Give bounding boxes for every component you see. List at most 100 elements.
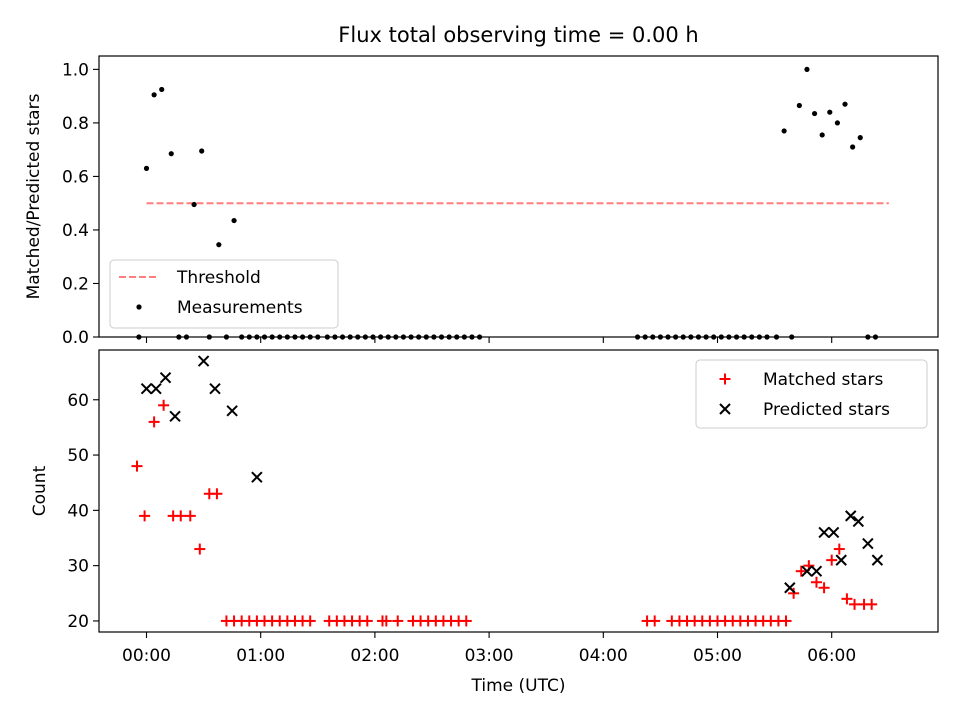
bottom-legend: Matched stars Predicted stars (695, 359, 928, 429)
predicted-star-point (159, 371, 172, 384)
matched-star-point (304, 615, 316, 627)
bottom-x-axis: 00:00 01:00 02:00 03:00 04:00 05:00 06:00 (122, 632, 856, 666)
measurement-point (299, 334, 306, 340)
measurement-point (454, 334, 460, 340)
predicted-star-point (862, 537, 874, 550)
matched-stars-points (131, 399, 878, 627)
measurement-point (834, 120, 841, 126)
x-tick-label: 02:00 (350, 646, 399, 666)
measurement-point (216, 242, 222, 248)
predicted-star-point (226, 405, 238, 417)
x-tick-label: 00:00 (122, 646, 171, 666)
measurement-point (183, 334, 190, 340)
x-stroke (827, 526, 840, 539)
matched-star-point (780, 615, 792, 627)
legend-measurements-label: Measurements (177, 298, 303, 318)
matched-star-point (148, 416, 160, 428)
predicted-star-point (827, 526, 840, 539)
measurement-point (461, 334, 467, 340)
x-stroke (169, 410, 181, 423)
x-stroke (159, 371, 172, 384)
predicted-star-point (209, 382, 221, 395)
measurement-point (307, 334, 313, 340)
measurement-point (332, 334, 338, 340)
measurement-point (324, 334, 330, 340)
measurement-point (865, 334, 871, 340)
measurement-point (431, 334, 437, 340)
predicted-star-point (784, 582, 796, 594)
predicted-star-point (801, 565, 813, 577)
measurement-point (151, 92, 157, 98)
x-stroke (818, 526, 830, 539)
matched-star-point (849, 598, 861, 610)
x-stroke (719, 403, 731, 415)
top-y-tick-label: 0.0 (62, 328, 89, 348)
predicted-star-point (852, 515, 865, 528)
measurement-point (749, 334, 755, 340)
measurement-point (680, 334, 686, 340)
bottom-legend-box (695, 359, 928, 429)
measurement-point (789, 334, 795, 340)
bottom-y-tick-label: 30 (67, 557, 89, 577)
x-stroke (871, 554, 884, 566)
bottom-y-tick-label: 50 (67, 446, 89, 466)
measurement-point (269, 334, 275, 340)
matched-star-point (392, 615, 404, 627)
x-stroke (801, 565, 813, 577)
measurement-point (347, 334, 353, 340)
measurement-point (695, 334, 702, 340)
measurement-point (850, 144, 856, 150)
predicted-star-point (150, 382, 162, 395)
measurement-point (657, 334, 664, 340)
measurement-point (199, 148, 205, 154)
measurement-point (292, 334, 298, 340)
x-tick-label: 03:00 (465, 646, 514, 666)
measurement-point (711, 334, 717, 340)
measurement-point (136, 334, 142, 340)
measurement-point (339, 334, 346, 340)
measurement-point (872, 334, 879, 340)
legend-matched-marker (719, 373, 731, 385)
predicted-star-point (845, 510, 857, 522)
measurement-point (176, 334, 182, 340)
measurement-point (277, 334, 283, 340)
matched-star-point (380, 615, 392, 627)
top-y-tick-label: 0.2 (62, 274, 89, 294)
predicted-star-point (169, 410, 181, 423)
top-y-tick-label: 0.8 (62, 114, 89, 134)
x-stroke (852, 515, 865, 528)
chart-title: Flux total observing time = 0.00 h (338, 23, 698, 47)
matched-star-point (866, 598, 878, 610)
x-tick-label: 06:00 (807, 646, 856, 666)
matched-star-point (361, 615, 373, 627)
measurement-point (143, 165, 150, 171)
measurements-points (136, 66, 879, 340)
bottom-y-tick-label: 40 (67, 501, 89, 521)
top-legend: Threshold Measurements (109, 259, 339, 329)
matched-star-point (175, 510, 187, 522)
measurement-point (223, 334, 230, 340)
measurement-point (857, 135, 863, 141)
measurement-point (408, 334, 414, 340)
measurement-point (650, 334, 656, 340)
bottom-y-tick-label: 20 (67, 612, 89, 632)
x-stroke (251, 471, 263, 483)
legend-measurements-swatch (136, 304, 142, 310)
x-tick-label: 05:00 (693, 646, 742, 666)
matched-star-point (184, 510, 196, 522)
legend-predicted-marker (719, 403, 731, 415)
measurement-point (773, 334, 780, 340)
matched-star-point (194, 543, 206, 555)
measurement-point (842, 101, 848, 107)
measurement-point (741, 334, 747, 340)
legend-matched-label: Matched stars (763, 370, 883, 390)
measurement-point (355, 334, 361, 340)
x-stroke (140, 382, 153, 395)
bottom-panel: 20 30 40 50 60 00:00 01:00 02:00 03:00 04:00 05:0… (30, 349, 939, 696)
top-y-tick-label: 1.0 (62, 60, 89, 80)
matched-star-point (158, 399, 170, 411)
measurement-point (726, 334, 732, 340)
measurement-point (206, 334, 212, 340)
measurement-point (634, 334, 641, 340)
matched-star-point (211, 488, 223, 500)
